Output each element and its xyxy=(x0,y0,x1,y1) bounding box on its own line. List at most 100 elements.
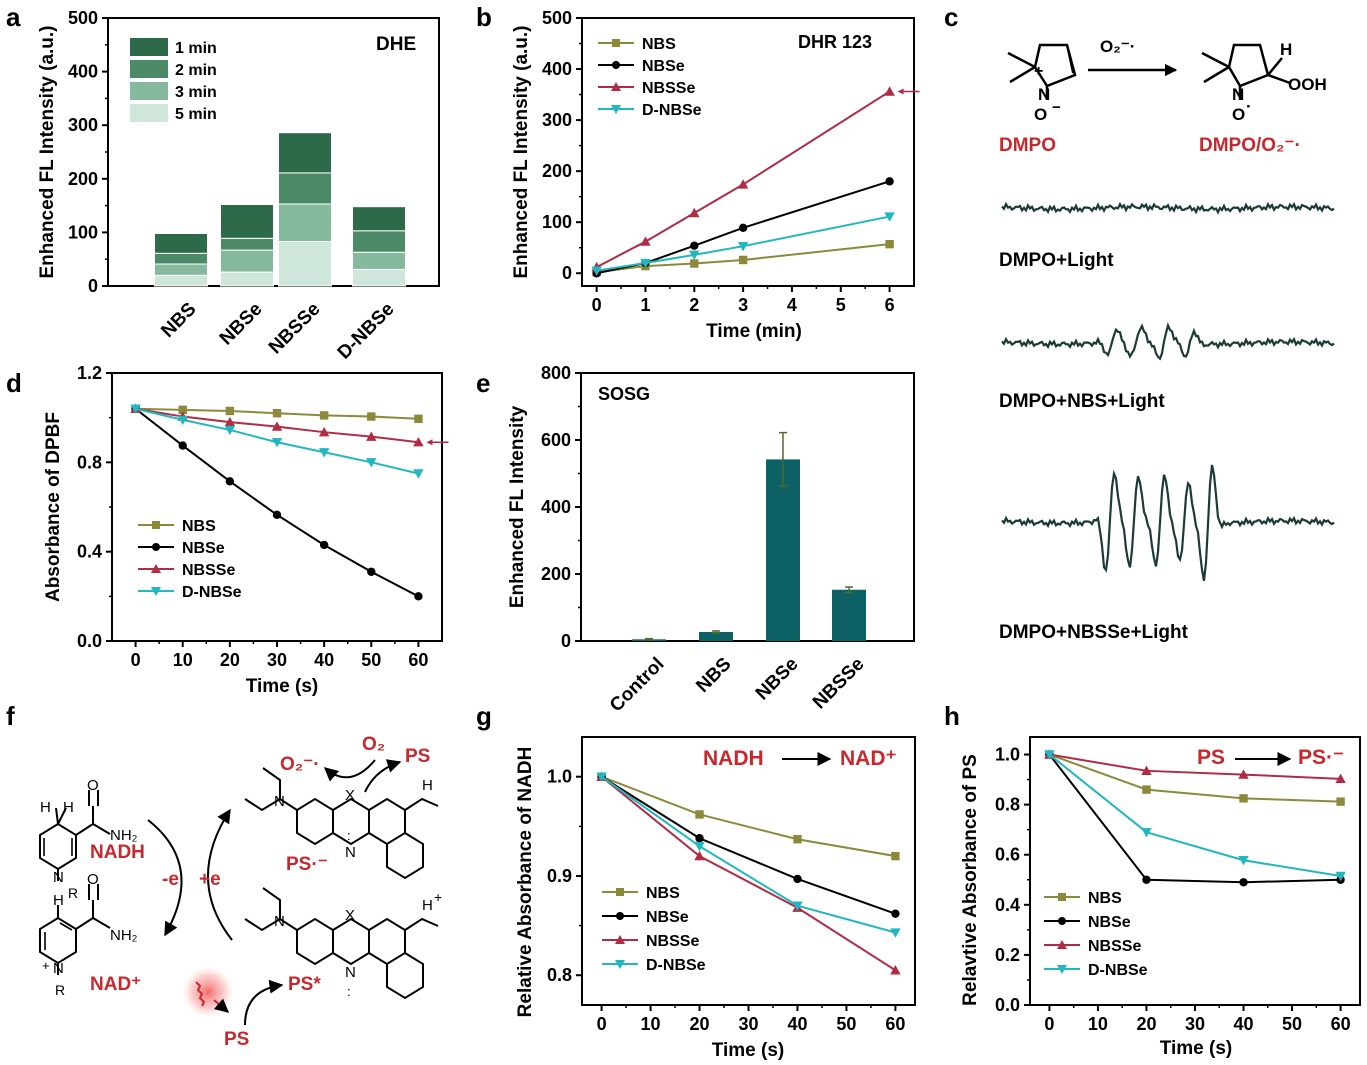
dmpo-structure xyxy=(1007,43,1077,100)
legend-label: NBSSe xyxy=(646,933,699,950)
x-axis-ticks: 0 1 2 3 4 5 6 xyxy=(592,286,895,315)
bar-segment xyxy=(352,268,406,287)
x-axis-label: Time (s) xyxy=(712,1040,785,1061)
x-tick-label: 60 xyxy=(1331,1014,1351,1034)
ps-radical-n-left: N xyxy=(274,793,285,810)
ps-radical-n-center: N xyxy=(345,844,356,861)
data-point xyxy=(793,835,802,844)
y-tick-label: 200 xyxy=(542,161,572,181)
legend-label: NBSe xyxy=(1088,914,1131,931)
nad-plus: + xyxy=(42,958,50,973)
data-point xyxy=(178,441,187,450)
adduct-o-atom: O xyxy=(1232,105,1245,124)
data-point xyxy=(611,105,621,114)
plot-area xyxy=(591,86,920,278)
legend-label: NBSSe xyxy=(642,80,695,97)
ps-excitation-arrow xyxy=(244,979,284,1026)
legend-swatch xyxy=(130,82,168,100)
x-tick-label: 50 xyxy=(1282,1014,1302,1034)
data-point xyxy=(738,255,748,265)
data-point xyxy=(224,416,236,427)
data-point xyxy=(177,415,188,426)
y-tick-label: 400 xyxy=(68,62,98,82)
data-point xyxy=(884,86,895,96)
nad-nh2: NH₂ xyxy=(110,927,138,944)
ps-radical-label: PS·⁻ xyxy=(286,854,328,875)
data-point xyxy=(272,510,282,520)
highlight-arrow-head xyxy=(426,439,433,446)
data-point xyxy=(596,772,607,782)
series-line xyxy=(601,775,896,934)
data-point xyxy=(1142,785,1151,794)
bar xyxy=(766,459,800,641)
data-point xyxy=(640,258,651,269)
x-tick-label: NBS xyxy=(157,299,200,342)
data-point xyxy=(367,567,376,576)
y-tick-label: 0.4 xyxy=(995,895,1020,915)
panel-g: 0.8 0.9 1.0 0 10 20 30 40 50 60 Relative Absorba… xyxy=(515,736,916,1061)
panel-h: 0.0 0.2 0.4 0.6 0.8 1.0 0 10 20 30 40 50 60 Relavti… xyxy=(960,736,1361,1059)
x-axis-ticks: 0 10 20 30 40 50 60 xyxy=(597,1005,905,1034)
reaction-right: PS·⁻ xyxy=(1298,746,1344,769)
x-tick-label: 6 xyxy=(885,295,895,315)
y-axis-label: Relavtive Absorbance of PS xyxy=(960,754,981,1006)
x-tick-label: 40 xyxy=(787,1014,807,1034)
x-tick-label: 4 xyxy=(787,295,797,315)
data-point xyxy=(413,437,424,447)
data-point xyxy=(224,425,236,436)
y-axis-label: Enhanced FL Intensity xyxy=(507,405,528,608)
superoxide-label: O₂⁻· xyxy=(280,754,320,775)
dmpo-label: DMPO xyxy=(999,135,1056,156)
series-line xyxy=(1048,753,1341,877)
epr-trace-dmpo-nbsse-light xyxy=(1001,464,1335,581)
legend-label: D-NBSe xyxy=(646,957,706,974)
data-point xyxy=(737,241,749,252)
data-point xyxy=(891,851,900,861)
data-point xyxy=(319,411,329,420)
data-point xyxy=(1142,875,1151,884)
series-line xyxy=(1049,753,1341,803)
y-tick-label: 400 xyxy=(542,59,572,79)
nad-r: R xyxy=(55,982,65,998)
data-point xyxy=(366,431,377,441)
oxidation-arrow xyxy=(147,819,183,937)
legend-swatch xyxy=(130,60,168,78)
data-point xyxy=(1141,827,1152,838)
bar-segment xyxy=(220,204,274,239)
nadh-h-right: H xyxy=(63,799,74,816)
legend-label: NBSe xyxy=(646,909,689,926)
panel-letter-c: c xyxy=(944,2,958,32)
adduct-n-atom: N xyxy=(1232,85,1244,104)
x-tick-label: 60 xyxy=(408,650,428,670)
x-axis-label: Time (s) xyxy=(246,676,319,697)
ps-nh: H xyxy=(422,897,433,914)
bars xyxy=(632,431,866,641)
series-line xyxy=(601,775,896,858)
dmpo-o-atom: O xyxy=(1034,105,1047,124)
data-point xyxy=(1238,856,1249,866)
data-point xyxy=(891,909,900,918)
legend-label: 1 min xyxy=(175,40,217,57)
legend-label: 5 min xyxy=(175,106,217,123)
data-point xyxy=(151,587,161,596)
bar-segment xyxy=(352,230,406,253)
x-tick-label: 0 xyxy=(1044,1014,1054,1034)
data-point xyxy=(695,810,704,819)
excitation-arrow xyxy=(213,998,230,1013)
y-tick-label: 1.0 xyxy=(547,767,572,787)
chart-annotation: SOSG xyxy=(598,384,650,404)
ps-radical-lone-pair: : xyxy=(347,828,351,843)
data-point xyxy=(1057,965,1067,974)
ps-n-center: N xyxy=(345,964,356,981)
data-point xyxy=(271,421,283,431)
x-tick-label: 1 xyxy=(640,295,650,315)
plot-frame xyxy=(581,17,915,287)
x-tick-label: 5 xyxy=(836,295,846,315)
x-tick-label: 0 xyxy=(592,295,602,315)
x-tick-label: 50 xyxy=(836,1014,856,1034)
data-point xyxy=(695,834,704,843)
ps-lone-pair: : xyxy=(347,984,351,999)
x-tick-label: 0 xyxy=(597,1014,607,1034)
